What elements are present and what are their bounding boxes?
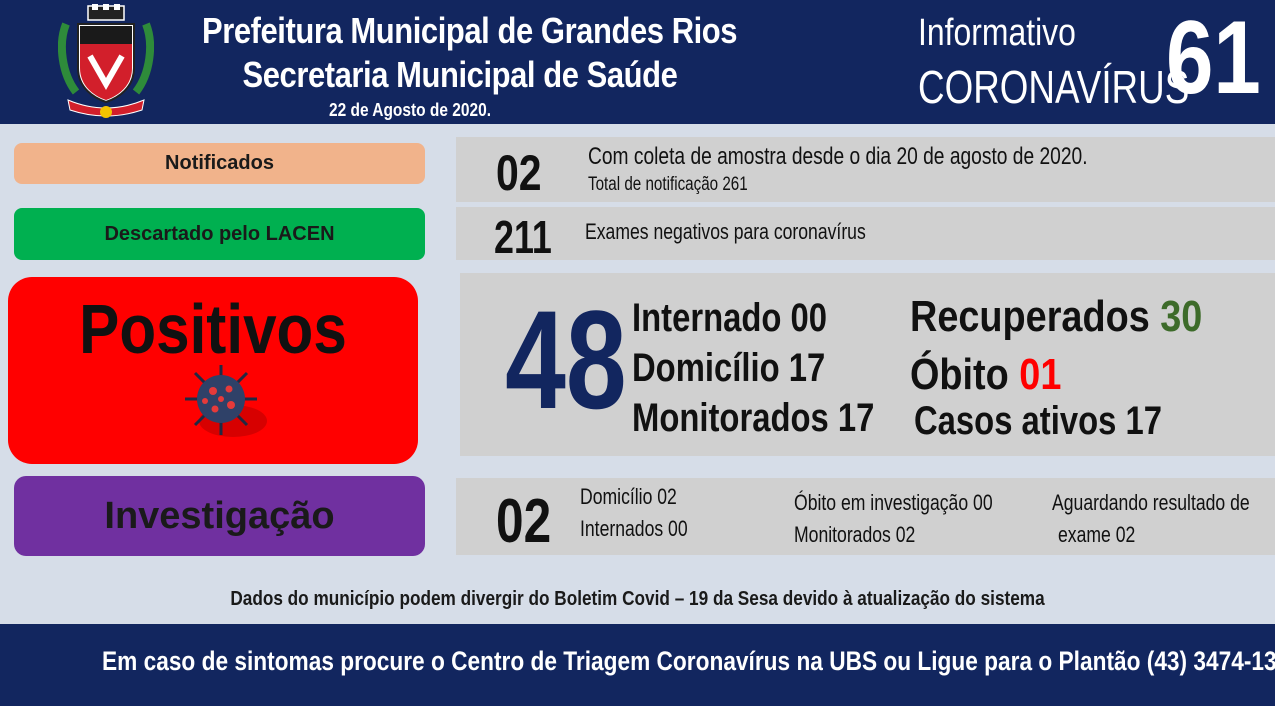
notificados-description: Com coleta de amostra desde o dia 20 de … [588, 143, 1088, 170]
header-banner [0, 0, 1275, 124]
positivos-label: Positivos [79, 290, 347, 368]
investigacao-label: Investigação [14, 476, 425, 556]
notificados-label: Notificados [14, 143, 425, 184]
aguardando-exame: exame 02 [1058, 522, 1136, 547]
recuperados-label: Recuperados [910, 292, 1150, 341]
domicilio-stat: Domicílio 17 [632, 346, 826, 390]
coronavirus-label: CORONAVÍRUS [918, 61, 1190, 113]
informativo-label: Informativo [918, 12, 1076, 54]
obito-stat: Óbito 01 [910, 350, 1061, 400]
notificados-count: 02 [496, 145, 542, 201]
investigacao-obito: Óbito em investigação 00 [794, 490, 993, 515]
header-municipality: Prefeitura Municipal de Grandes Rios [202, 10, 738, 51]
bulletin-number: 61 [1166, 0, 1261, 116]
descartado-description: Exames negativos para coronavírus [585, 219, 866, 244]
investigacao-count: 02 [496, 487, 552, 556]
notificados-total: Total de notificação 261 [588, 174, 748, 195]
monitorados-stat: Monitorados 17 [632, 396, 875, 440]
footer-banner [0, 624, 1275, 706]
investigacao-domicilio: Domicílio 02 [580, 484, 677, 509]
recuperados-value: 30 [1160, 292, 1203, 341]
investigacao-monitorados: Monitorados 02 [794, 522, 916, 547]
notificados-panel [456, 137, 1275, 202]
descartado-count: 211 [494, 211, 552, 263]
positivos-count: 48 [505, 281, 627, 438]
investigacao-panel [456, 478, 1275, 555]
investigacao-internados: Internados 00 [580, 516, 688, 541]
recuperados-stat: Recuperados 30 [910, 292, 1202, 342]
obito-value: 01 [1019, 350, 1062, 399]
descartado-panel [456, 207, 1275, 260]
coronavirus-icon [185, 365, 267, 437]
casos-ativos-stat: Casos ativos 17 [914, 399, 1162, 443]
obito-label: Óbito [910, 350, 1009, 399]
aguardando-resultado: Aguardando resultado de [1052, 490, 1250, 515]
header-date: 22 de Agosto de 2020. [328, 100, 492, 120]
footer-contact-text: Em caso de sintomas procure o Centro de … [102, 646, 1275, 676]
positivos-panel [460, 273, 1275, 456]
positivos-card: Positivos [8, 277, 418, 464]
disclaimer-text: Dados do município podem divergir do Bol… [230, 588, 1045, 610]
descartado-label: Descartado pelo LACEN [14, 208, 425, 260]
coat-of-arms-icon [58, 4, 154, 118]
internado-stat: Internado 00 [632, 296, 828, 340]
header-secretariat: Secretaria Municipal de Saúde [242, 54, 678, 95]
